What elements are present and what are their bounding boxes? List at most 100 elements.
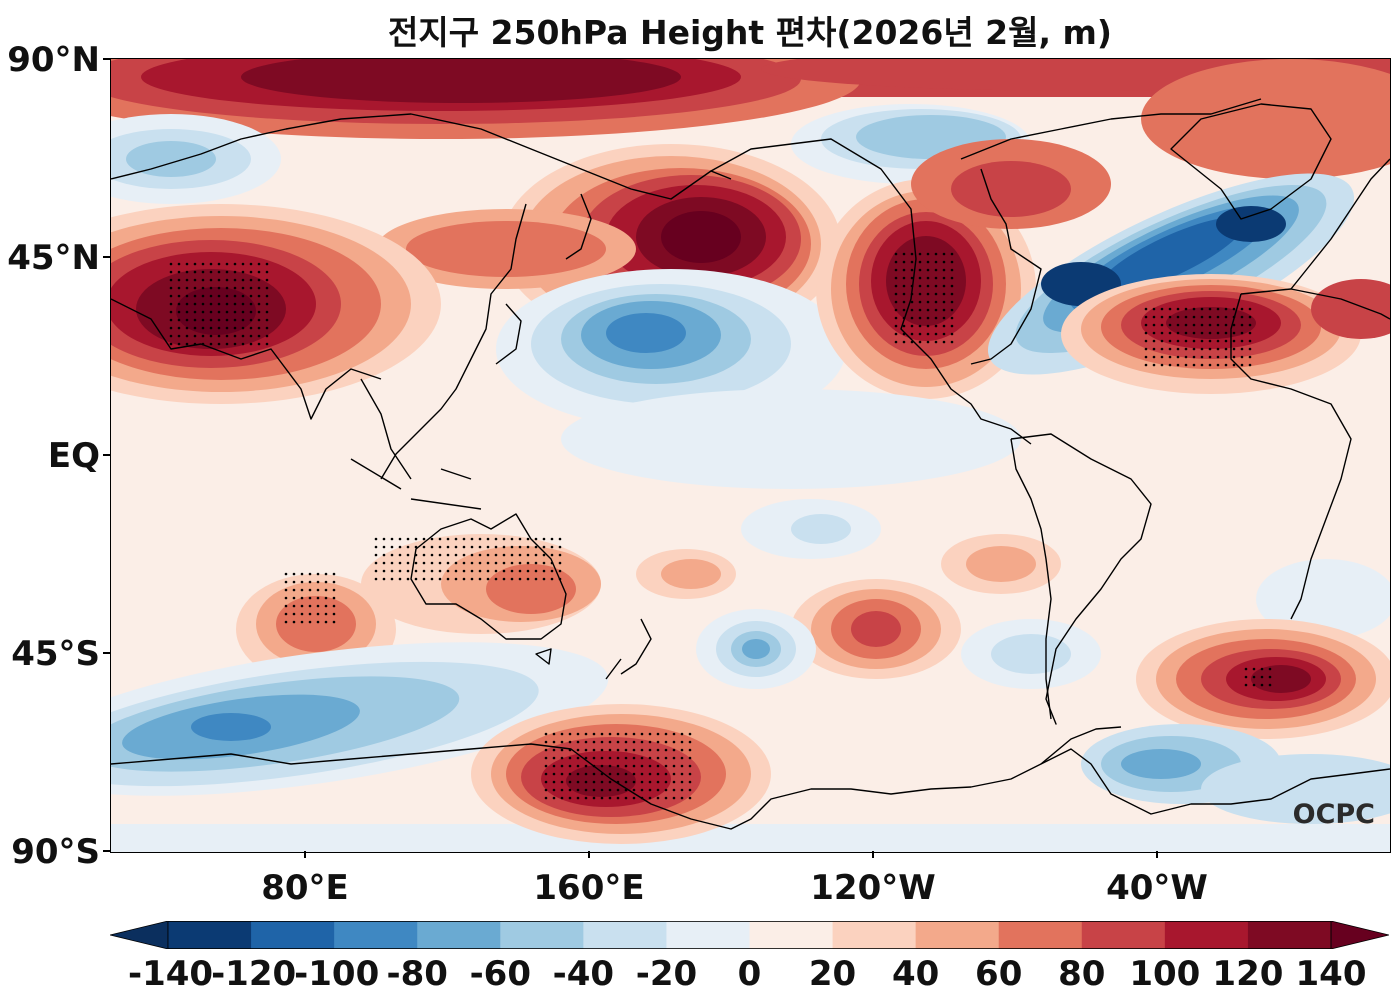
stipple-dot <box>249 318 253 322</box>
stipple-dot <box>265 318 269 322</box>
stipple-dot <box>177 294 181 298</box>
stipple-dot <box>1268 675 1272 679</box>
stipple-dot <box>438 577 442 581</box>
stipple-dot <box>600 780 604 784</box>
stipple-dot <box>1152 363 1156 367</box>
stipple-dot <box>470 577 474 581</box>
stipple-dot <box>608 764 612 768</box>
stipple-dot <box>1176 315 1180 319</box>
stipple-dot <box>950 260 954 264</box>
stipple-dot <box>502 553 506 557</box>
stipple-dot <box>518 569 522 573</box>
stipple-dot <box>169 294 173 298</box>
stipple-dot <box>576 756 580 760</box>
stipple-dot <box>600 764 604 768</box>
stipple-dot <box>257 318 261 322</box>
stipple-dot <box>1248 339 1252 343</box>
stipple-dot <box>438 569 442 573</box>
stipple-dot <box>656 796 660 800</box>
stipple-dot <box>942 292 946 296</box>
stipple-dot <box>169 310 173 314</box>
stipple-dot <box>1176 307 1180 311</box>
stipple-dot <box>209 318 213 322</box>
stipple-dot <box>308 604 312 608</box>
stipple-dot <box>544 740 548 744</box>
x-label-80e: 80°E <box>261 868 349 908</box>
stipple-dot <box>600 756 604 760</box>
stipple-dot <box>584 740 588 744</box>
stipple-dot <box>1248 323 1252 327</box>
stipple-dot <box>390 577 394 581</box>
stipple-dot <box>382 561 386 565</box>
stipple-dot <box>910 316 914 320</box>
stipple-dot <box>632 732 636 736</box>
stipple-dot <box>193 318 197 322</box>
stipple-dot <box>486 577 490 581</box>
stipple-dot <box>1176 323 1180 327</box>
stipple-dot <box>1192 355 1196 359</box>
stipple-dot <box>664 796 668 800</box>
colorbar <box>110 921 1389 949</box>
stipple-dot <box>185 278 189 282</box>
stipple-dot <box>616 788 620 792</box>
stipple-dot <box>300 612 304 616</box>
stipple-dot <box>233 286 237 290</box>
stipple-dot <box>934 308 938 312</box>
stipple-dot <box>910 252 914 256</box>
stipple-dot <box>672 756 676 760</box>
stipple-dot <box>308 596 312 600</box>
stipple-dot <box>193 262 197 266</box>
stipple-dot <box>169 270 173 274</box>
stipple-dot <box>332 588 336 592</box>
stipple-dot <box>1224 339 1228 343</box>
colorbar-segment <box>832 921 917 949</box>
stipple-dot <box>534 569 538 573</box>
ross-sea-ridge <box>471 704 771 844</box>
stipple-dot <box>300 580 304 584</box>
stipple-dot <box>454 537 458 541</box>
stipple-dot <box>894 340 898 344</box>
stipple-dot <box>918 324 922 328</box>
stipple-dot <box>249 310 253 314</box>
stipple-dot <box>584 748 588 752</box>
stipple-dot <box>926 316 930 320</box>
stipple-dot <box>934 316 938 320</box>
stipple-dot <box>518 561 522 565</box>
stipple-dot <box>1232 355 1236 359</box>
stipple-dot <box>374 569 378 573</box>
stipple-dot <box>1240 307 1244 311</box>
stipple-dot <box>169 326 173 330</box>
stipple-dot <box>926 252 930 256</box>
stipple-dot <box>688 780 692 784</box>
stipple-dot <box>265 310 269 314</box>
stipple-dot <box>600 732 604 736</box>
stipple-dot <box>568 796 572 800</box>
arctic-positive-anomaly <box>111 59 1390 179</box>
stipple-dot <box>926 292 930 296</box>
colorbar-label: 120 <box>1212 954 1284 994</box>
stipple-dot <box>1224 307 1228 311</box>
stipple-dot <box>926 332 930 336</box>
map-canvas: OCPC <box>111 59 1390 852</box>
stipple-dot <box>918 316 922 320</box>
stipple-dot <box>209 270 213 274</box>
stipple-dot <box>201 310 205 314</box>
stipple-dot <box>284 580 288 584</box>
stipple-dot <box>422 537 426 541</box>
stipple-dot <box>470 545 474 549</box>
stipple-dot <box>502 545 506 549</box>
stipple-dot <box>934 260 938 264</box>
stipple-dot <box>656 788 660 792</box>
stipple-dot <box>656 780 660 784</box>
stipple-dot <box>1248 331 1252 335</box>
stipple-dot <box>502 561 506 565</box>
stipple-dot <box>544 732 548 736</box>
x-label-160e: 160°E <box>533 868 645 908</box>
stipple-dot <box>688 740 692 744</box>
stipple-dot <box>249 270 253 274</box>
stipple-dot <box>486 545 490 549</box>
stipple-dot <box>1224 331 1228 335</box>
stipple-dot <box>233 278 237 282</box>
stipple-dot <box>950 300 954 304</box>
stipple-dot <box>1260 683 1264 687</box>
